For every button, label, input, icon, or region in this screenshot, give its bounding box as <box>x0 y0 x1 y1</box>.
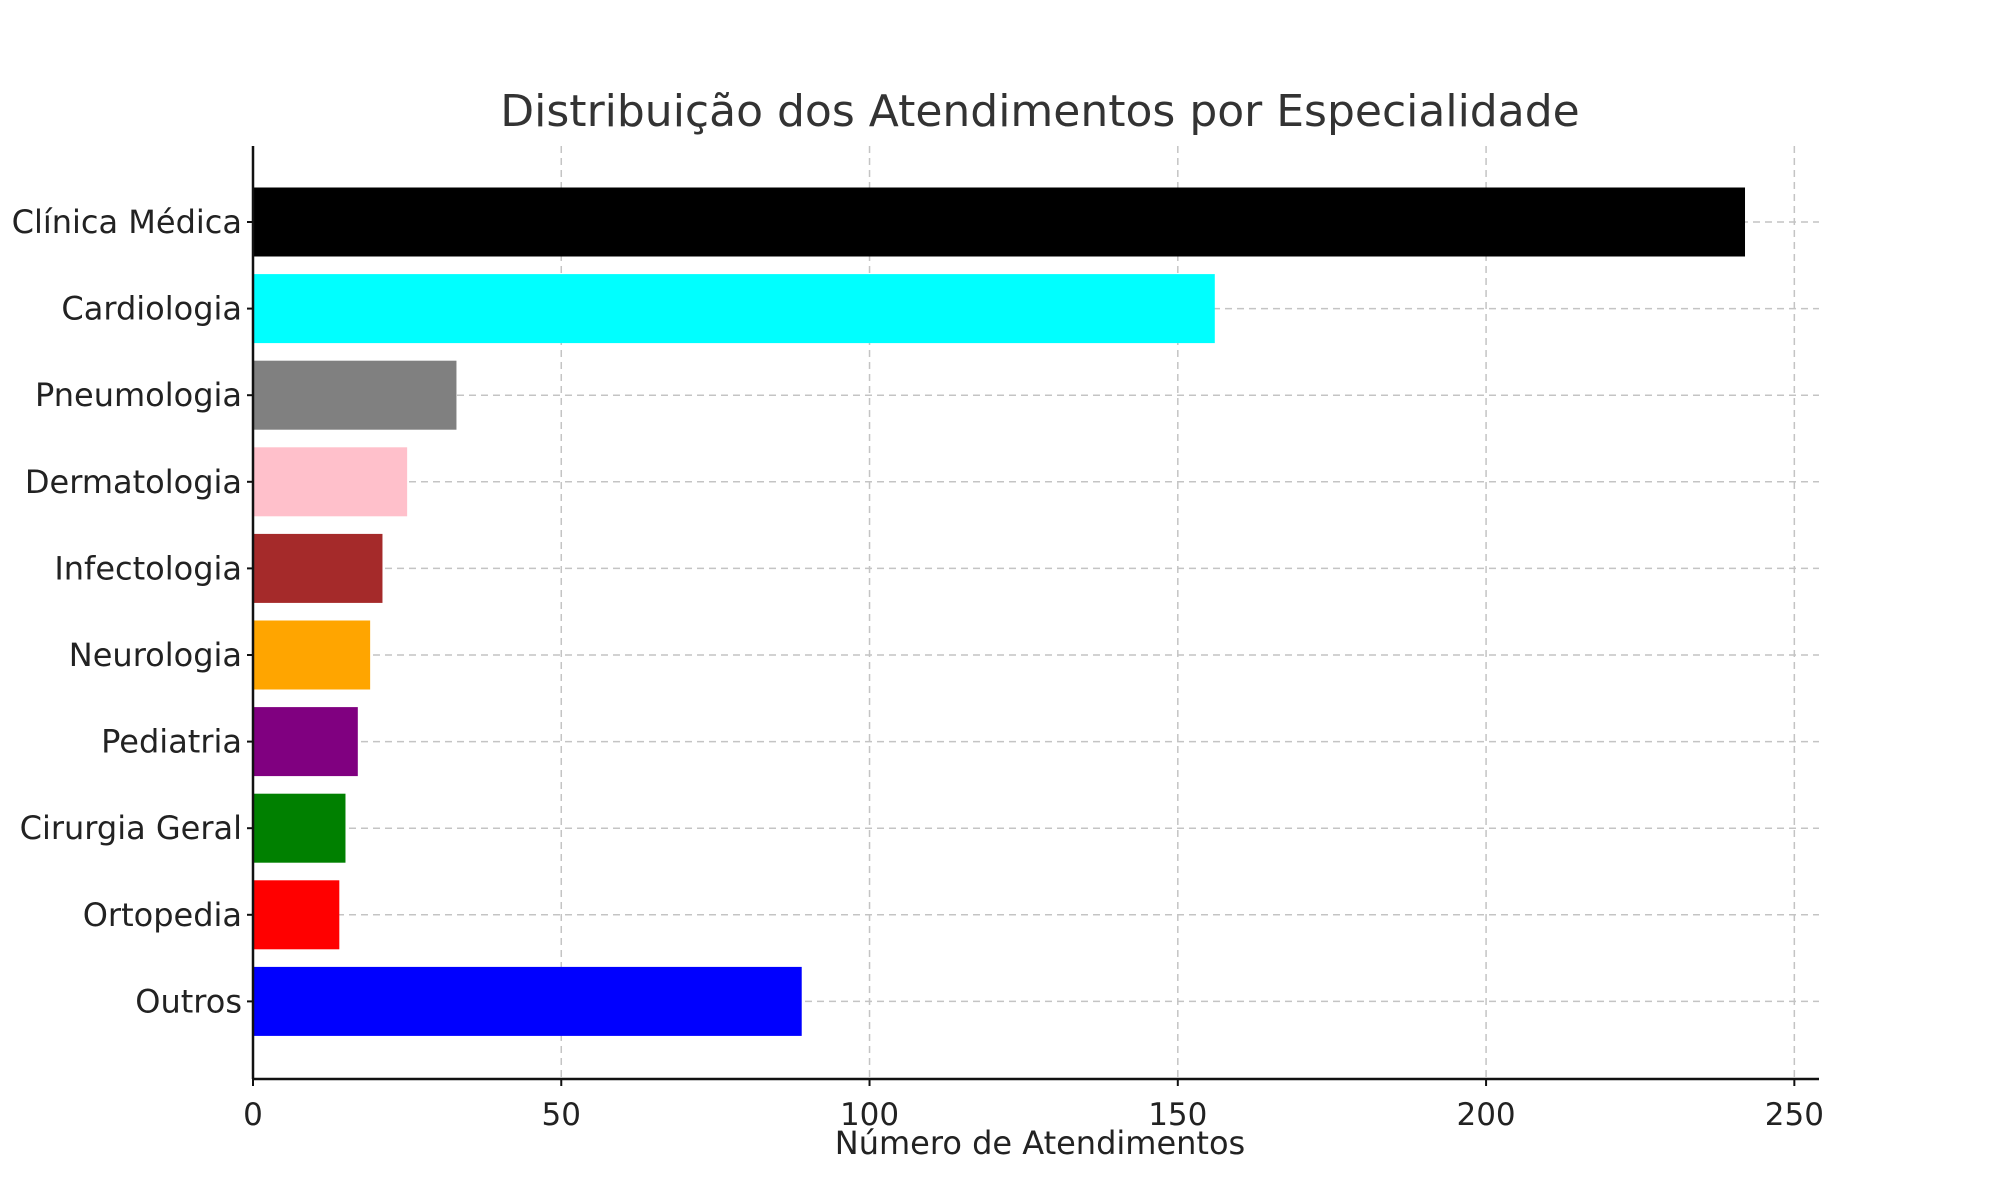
x-tick-label-250: 250 <box>1765 1097 1824 1133</box>
bar-6 <box>253 707 358 777</box>
category-label-5: Neurologia <box>69 636 242 674</box>
x-ticks: 0 50 100 150 200 250 <box>243 1097 1824 1133</box>
bar-9 <box>253 966 802 1036</box>
axes <box>247 146 1819 1086</box>
x-tick-label-150: 150 <box>1148 1097 1207 1133</box>
bar-2 <box>253 360 457 430</box>
category-label-8: Ortopedia <box>83 896 242 934</box>
chart-title: Distribuição dos Atendimentos por Especi… <box>500 86 1579 137</box>
x-tick-label-50: 50 <box>542 1097 581 1133</box>
x-axis-label: Número de Atendimentos <box>835 1124 1245 1162</box>
bar-8 <box>253 880 340 950</box>
bar-7 <box>253 793 346 863</box>
bar-0 <box>253 187 1746 257</box>
category-label-4: Infectologia <box>54 549 242 587</box>
category-labels: Clínica Médica Cardiologia Pneumologia Derm… <box>12 203 242 1020</box>
category-label-3: Dermatologia <box>25 463 242 501</box>
x-tick-label-100: 100 <box>840 1097 899 1133</box>
bar-4 <box>253 533 383 603</box>
bar-1 <box>253 274 1215 344</box>
category-label-2: Pneumologia <box>35 376 242 414</box>
category-label-0: Clínica Médica <box>12 203 242 241</box>
x-tick-label-200: 200 <box>1456 1097 1515 1133</box>
x-tick-label-0: 0 <box>243 1097 263 1133</box>
category-label-9: Outros <box>135 982 242 1020</box>
bars <box>253 187 1746 1036</box>
category-label-1: Cardiologia <box>61 290 242 328</box>
category-label-7: Cirurgia Geral <box>20 809 242 847</box>
bar-5 <box>253 620 371 690</box>
category-label-6: Pediatria <box>101 723 242 761</box>
bar-3 <box>253 447 408 517</box>
